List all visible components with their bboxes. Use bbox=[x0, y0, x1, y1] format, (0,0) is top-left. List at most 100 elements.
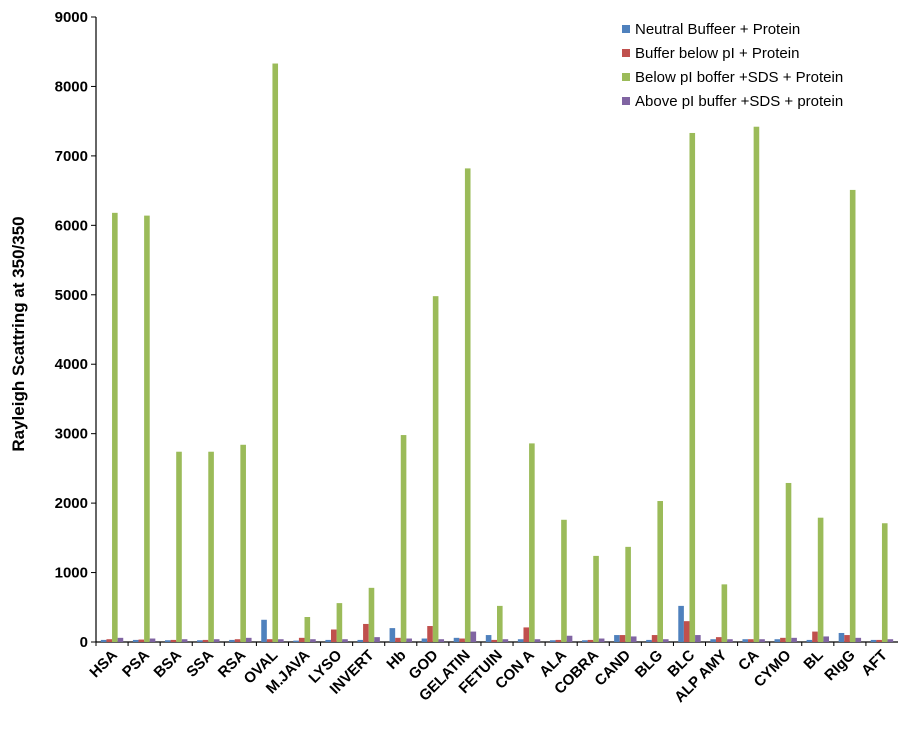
x-tick-label: CYMO bbox=[751, 647, 795, 691]
bar bbox=[342, 639, 348, 642]
x-tick-label: CAND bbox=[591, 647, 634, 690]
bar bbox=[181, 639, 188, 642]
x-tick-label: BSA bbox=[151, 647, 186, 682]
bar bbox=[587, 639, 594, 642]
bar bbox=[748, 639, 754, 642]
x-tick-label: PSA bbox=[119, 647, 153, 681]
bar bbox=[534, 639, 541, 642]
bar bbox=[870, 639, 877, 642]
bar bbox=[855, 637, 862, 642]
bar bbox=[453, 637, 460, 642]
bar bbox=[240, 444, 246, 642]
bar bbox=[331, 629, 337, 642]
bar bbox=[630, 636, 637, 642]
bar bbox=[774, 639, 781, 642]
bar bbox=[881, 523, 888, 642]
bar bbox=[100, 639, 107, 642]
bar bbox=[208, 451, 214, 642]
bar bbox=[517, 639, 524, 642]
bar bbox=[310, 639, 316, 642]
bar bbox=[614, 635, 620, 642]
bar bbox=[619, 635, 626, 642]
plot-area: 0 1000 2000 3000 4000 5000 6000 7000 8000 9000 HSA… bbox=[55, 9, 898, 706]
bar bbox=[278, 639, 284, 642]
bar bbox=[838, 632, 845, 642]
bar bbox=[491, 639, 497, 642]
bar bbox=[721, 584, 728, 642]
bar bbox=[438, 639, 445, 642]
bar bbox=[555, 639, 562, 642]
legend-label: Above pI buffer +SDS + protein bbox=[635, 93, 843, 110]
bar bbox=[470, 631, 477, 642]
bar bbox=[561, 519, 567, 642]
bar bbox=[502, 639, 509, 642]
bar bbox=[272, 63, 279, 643]
bar bbox=[106, 639, 113, 642]
bar bbox=[202, 639, 209, 642]
bar bbox=[753, 126, 760, 642]
bar bbox=[710, 639, 716, 642]
legend-label: Neutral Buffeer + Protein bbox=[635, 21, 800, 38]
bar bbox=[261, 619, 267, 642]
y-tick-label: 4000 bbox=[55, 356, 88, 373]
bar bbox=[395, 637, 401, 642]
legend-swatch bbox=[622, 25, 630, 33]
bar bbox=[117, 637, 124, 642]
legend-swatch bbox=[622, 49, 630, 57]
bar bbox=[229, 639, 235, 642]
y-tick-label: 8000 bbox=[55, 78, 88, 95]
bar bbox=[459, 638, 465, 642]
y-tick-label: 6000 bbox=[55, 217, 88, 234]
legend-swatch bbox=[622, 73, 630, 81]
x-tick-label: AFT bbox=[858, 647, 891, 680]
y-tick-label: 7000 bbox=[55, 148, 88, 165]
legend-swatch bbox=[622, 97, 630, 105]
bar bbox=[336, 603, 343, 642]
bar bbox=[582, 640, 588, 642]
bar bbox=[325, 639, 331, 642]
x-tick-label: SSA bbox=[183, 647, 217, 681]
legend-label: Below pI boffer +SDS + Protein bbox=[635, 69, 843, 86]
legend-label: Buffer below pI + Protein bbox=[635, 45, 799, 62]
bar bbox=[497, 605, 503, 642]
bar bbox=[678, 605, 684, 642]
bar bbox=[245, 637, 252, 642]
bar bbox=[374, 637, 380, 642]
bar bbox=[529, 443, 535, 642]
y-tick-label: 5000 bbox=[55, 287, 88, 304]
bar bbox=[304, 617, 311, 642]
x-tick-label: HSA bbox=[86, 647, 121, 682]
x-tick-label: Hb bbox=[383, 647, 409, 673]
bar bbox=[689, 132, 696, 642]
y-tick-label: 9000 bbox=[55, 9, 88, 26]
bar bbox=[363, 623, 369, 642]
bar bbox=[234, 639, 241, 642]
bar bbox=[759, 639, 765, 642]
bar bbox=[791, 637, 797, 642]
bar bbox=[780, 637, 786, 642]
y-tick-label: 2000 bbox=[55, 495, 88, 512]
bar bbox=[400, 435, 407, 642]
bar bbox=[293, 640, 299, 642]
y-axis-title: Rayleigh Scattring at 350/350 bbox=[9, 216, 28, 451]
bar bbox=[266, 639, 273, 642]
bar bbox=[112, 212, 118, 643]
bar bbox=[625, 546, 631, 642]
bar bbox=[695, 635, 701, 642]
y-tick-label: 3000 bbox=[55, 426, 88, 443]
x-tick-label: BLG bbox=[632, 647, 666, 681]
legend: Neutral Buffeer + Protein Buffer below pI… bbox=[622, 21, 843, 110]
bar bbox=[389, 628, 396, 642]
bar bbox=[464, 168, 471, 642]
bar bbox=[566, 635, 573, 642]
bar bbox=[812, 631, 818, 642]
bar bbox=[368, 587, 375, 642]
bar bbox=[715, 637, 722, 642]
bar bbox=[170, 639, 177, 642]
bar bbox=[549, 640, 556, 642]
y-tick-label: 1000 bbox=[55, 565, 88, 582]
bar bbox=[421, 638, 428, 642]
bar bbox=[298, 637, 305, 642]
bar bbox=[523, 627, 530, 642]
